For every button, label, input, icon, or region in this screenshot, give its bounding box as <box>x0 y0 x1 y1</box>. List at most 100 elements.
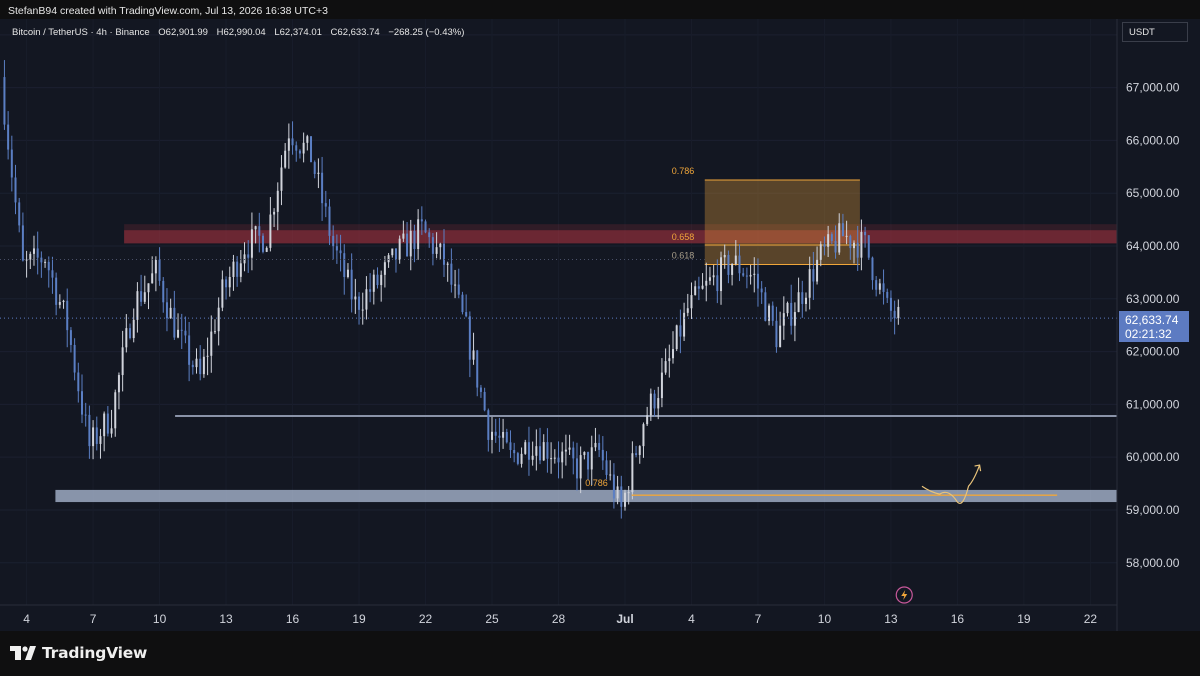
price-axis-label: 63,000.00 <box>1126 292 1180 306</box>
candle-body <box>679 325 682 337</box>
candle-body <box>332 235 335 247</box>
candle-body <box>775 320 778 348</box>
candle-body <box>328 206 331 236</box>
candle-body <box>265 247 268 252</box>
candle-body <box>853 242 856 249</box>
candle-body <box>779 325 782 348</box>
candle-body <box>92 427 95 447</box>
fib-label: 0.618 <box>672 250 695 260</box>
price-change: −268.25 (−0.43%) <box>388 27 465 38</box>
candle-body <box>461 294 464 313</box>
candle-body <box>657 398 660 409</box>
candle-body <box>173 307 176 338</box>
candle-body <box>764 292 767 321</box>
candle-body <box>213 331 216 333</box>
candle-body <box>132 319 135 339</box>
candle-body <box>420 219 423 222</box>
candle-body <box>261 235 264 252</box>
candle-body <box>361 309 364 311</box>
candle-body <box>10 149 13 178</box>
candle-body <box>856 242 859 258</box>
candle-body <box>524 442 527 454</box>
candle-body <box>734 255 737 264</box>
candle-body <box>387 255 390 263</box>
candle-body <box>745 275 748 277</box>
candle-body <box>768 305 771 321</box>
candle-body <box>498 435 501 438</box>
price-axis-label: 62,000.00 <box>1126 345 1180 359</box>
candle-body <box>114 392 117 429</box>
candle-body <box>391 248 394 256</box>
price-axis-label: 61,000.00 <box>1126 397 1180 411</box>
candle-body <box>191 364 194 368</box>
candle-body <box>539 446 542 461</box>
candle-body <box>864 231 867 236</box>
candle-body <box>535 446 538 456</box>
currency-selector[interactable]: USDT <box>1122 22 1188 42</box>
tradingview-logo[interactable]: TradingView <box>10 644 147 662</box>
candle-body <box>287 138 290 151</box>
candle-body <box>84 414 87 416</box>
candle-body <box>284 150 287 168</box>
candle-body <box>221 279 224 308</box>
candle-body <box>62 300 65 303</box>
symbol-name[interactable]: Bitcoin / TetherUS · 4h · Binance <box>12 27 150 38</box>
candle-body <box>546 442 549 459</box>
candle-body <box>793 312 796 326</box>
candle-body <box>572 447 575 459</box>
candle-body <box>468 316 471 360</box>
candle-body <box>55 277 58 305</box>
time-axis-label: 22 <box>1084 612 1098 626</box>
candle-body <box>557 457 560 463</box>
candle-body <box>812 269 815 282</box>
candle-body <box>95 427 98 444</box>
candle-body <box>827 234 830 247</box>
candle-body <box>513 450 516 454</box>
candle-body <box>14 177 17 203</box>
candle-body <box>834 240 837 253</box>
candle-body <box>712 275 715 278</box>
candle-body <box>491 431 494 440</box>
candle-body <box>612 474 615 499</box>
candle-body <box>867 235 870 258</box>
candle-body <box>845 235 848 237</box>
candle-body <box>239 263 242 277</box>
candle-body <box>731 263 734 275</box>
candle-body <box>583 452 586 456</box>
candle-body <box>254 226 257 230</box>
candle-body <box>804 297 807 304</box>
candle-body <box>882 283 885 292</box>
candle-body <box>110 428 113 434</box>
candle-body <box>88 414 91 447</box>
candle-body <box>465 312 468 317</box>
candle-body <box>383 262 386 275</box>
candle-body <box>184 330 187 336</box>
candle-body <box>291 138 294 146</box>
candle-body <box>409 230 412 257</box>
candle-body <box>280 167 283 191</box>
candle-body <box>575 458 578 479</box>
candle-body <box>73 344 76 373</box>
candle-body <box>310 136 313 163</box>
candle-body <box>217 307 220 332</box>
resistance-zone <box>124 230 1118 244</box>
candle-body <box>720 257 723 292</box>
footer-bar <box>0 631 1200 676</box>
candle-body <box>605 460 608 475</box>
candle-body <box>350 269 353 300</box>
candle-body <box>623 492 626 507</box>
candle-body <box>797 292 800 313</box>
price-axis-label: 67,000.00 <box>1126 81 1180 95</box>
candle-body <box>3 77 6 125</box>
candle-body <box>346 269 349 278</box>
candle-body <box>590 447 593 470</box>
candle-body <box>668 358 671 362</box>
candle-body <box>121 347 124 376</box>
candle-body <box>527 442 530 460</box>
candle-body <box>317 172 320 174</box>
candle-body <box>66 300 69 331</box>
candle-body <box>58 302 61 305</box>
candle-body <box>180 329 183 331</box>
symbol-legend[interactable]: Bitcoin / TetherUS · 4h · Binance O62,90… <box>12 27 470 38</box>
